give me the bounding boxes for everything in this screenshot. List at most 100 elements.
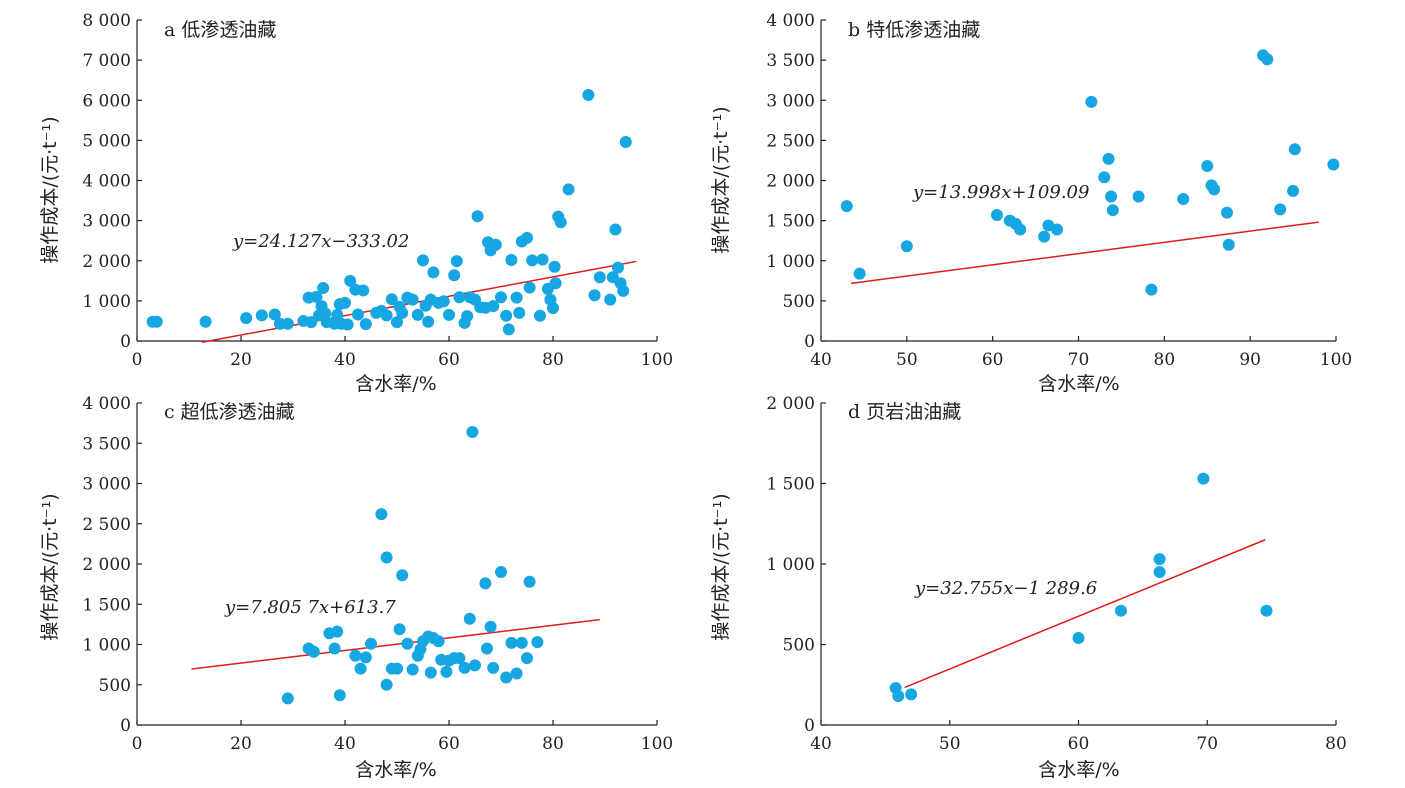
panel-a-data-point — [495, 291, 507, 304]
panel-a-data-point — [562, 183, 575, 196]
panel-c-data-point — [510, 667, 523, 680]
panel-c-trend-line — [191, 618, 600, 670]
panel-b-y-tick-label: 0 — [804, 332, 815, 352]
panel-b-y-tick-label: 2 500 — [766, 131, 815, 151]
panel-c-data-point — [365, 637, 377, 650]
panel-a-data-point — [305, 316, 318, 329]
panel-a-data-point — [526, 254, 539, 267]
panel-b-x-tick-label: 50 — [896, 350, 918, 370]
panel-b-data-point — [1051, 223, 1064, 236]
panel-a-data-point — [406, 293, 419, 306]
panel-a-data-point — [380, 309, 393, 322]
panel-a-data-point — [619, 135, 632, 148]
panel-d-marks: 0 500 1 000 1 500 2 000 40 50 60 70 80 — [766, 394, 1346, 754]
panel-d-y-tick-label: 1 000 — [766, 555, 815, 575]
panel-c-ultra-low-permeability: 0 500 1 000 1 500 2 000 2 500 3 000 3 500 4 000 0… — [39, 394, 673, 781]
panel-b-x-tick-label: 80 — [1154, 350, 1176, 370]
panel-a-data-point — [281, 317, 294, 330]
panel-c-data-point — [331, 625, 344, 638]
panel-b-data-point — [1098, 171, 1111, 184]
panel-b-data-point — [1177, 192, 1190, 205]
panel-a-x-axis-label: 含水率/% — [355, 373, 436, 395]
panel-a-data-point — [521, 231, 533, 244]
panel-b-x-axis-label: 含水率/% — [1038, 373, 1119, 395]
panel-b-x-tick-label: 60 — [982, 350, 1004, 370]
panel-c-data-point — [458, 661, 471, 674]
panel-c-data-point — [307, 645, 320, 658]
panel-b-data-point — [1102, 152, 1115, 165]
panel-b-title: b 特低渗透油藏 — [848, 19, 980, 41]
panel-a-data-point — [411, 308, 424, 321]
panel-d-y-tick-label: 500 — [783, 636, 815, 656]
panel-a-x-tick-label: 60 — [438, 350, 460, 370]
panel-c-data-point — [424, 666, 437, 679]
panel-a-data-point — [548, 260, 561, 273]
panel-a-low-permeability: 0 1 000 2 000 3 000 4 000 5 000 6 000 7 000 8 00… — [39, 11, 673, 395]
panel-d-title: d 页岩油油藏 — [848, 401, 961, 423]
panel-a-x-tick-label: 20 — [230, 350, 252, 370]
panel-b-data-point — [1222, 238, 1235, 251]
panel-c-data-point — [484, 620, 497, 633]
panel-c-y-tick-label: 1 000 — [82, 636, 131, 656]
panel-a-y-tick-label: 5 000 — [82, 131, 131, 151]
panel-b-x-tick-label: 90 — [1239, 350, 1261, 370]
panel-b-data-point — [1288, 143, 1301, 156]
panel-c-x-tick-label: 0 — [132, 734, 143, 754]
panel-d-data-point — [1197, 472, 1210, 485]
panel-c-data-point — [440, 665, 453, 678]
panel-d-equation: y=32.755x−1 289.6 — [914, 578, 1097, 599]
panel-b-data-point — [1287, 184, 1300, 197]
panel-c-data-point — [406, 663, 419, 676]
panel-c-y-tick-label: 0 — [120, 716, 131, 736]
panel-b-y-tick-label: 3 500 — [766, 51, 815, 71]
panel-d-data-point — [1153, 553, 1166, 566]
panel-a-y-tick-label: 3 000 — [82, 212, 131, 232]
panel-a-y-tick-label: 8 000 — [82, 11, 131, 31]
panel-a-data-point — [510, 291, 523, 304]
panel-a-data-point — [352, 308, 364, 321]
panel-d-trend-line — [904, 539, 1266, 689]
panel-c-data-point — [531, 636, 544, 649]
panel-a-data-point — [450, 255, 463, 268]
panel-a-trend-line — [201, 260, 637, 343]
panel-a-data-point — [461, 310, 474, 323]
panel-a-data-point — [448, 269, 461, 282]
panel-b-data-point — [1220, 206, 1233, 219]
panel-a-data-point — [427, 266, 440, 279]
panel-b-data-point — [1014, 223, 1027, 236]
panel-c-data-point — [380, 551, 393, 564]
panel-a-data-point — [487, 300, 500, 313]
panel-a-data-point — [612, 261, 624, 274]
panel-a-data-point — [344, 274, 357, 287]
panel-c-y-tick-label: 3 500 — [82, 434, 131, 454]
panel-a-data-point — [549, 277, 562, 290]
panel-d-y-tick-label: 0 — [804, 716, 815, 736]
panel-c-data-point — [393, 623, 406, 636]
panel-d-x-tick-label: 60 — [1068, 734, 1090, 754]
panel-c-data-point — [380, 678, 393, 691]
panel-b-equation: y=13.998x+109.09 — [912, 182, 1089, 203]
panel-c-x-tick-label: 40 — [334, 734, 356, 754]
panel-a-data-point — [339, 296, 351, 309]
panel-b-data-point — [1145, 283, 1158, 296]
panel-c-x-axis-label: 含水率/% — [355, 759, 436, 781]
panel-c-data-point — [466, 425, 479, 438]
panel-a-data-point — [534, 309, 546, 322]
panel-d-x-tick-label: 70 — [1196, 734, 1218, 754]
panel-b-data-point — [1106, 204, 1119, 217]
panel-a-data-point — [593, 271, 606, 284]
panel-c-data-point — [521, 652, 533, 665]
panel-a-data-point — [396, 306, 409, 319]
panel-c-x-tick-label: 20 — [230, 734, 252, 754]
panel-a-y-axis-label: 操作成本/(元·t⁻¹) — [39, 116, 61, 263]
panel-a-y-tick-label: 4 000 — [82, 172, 131, 192]
panel-a-data-point — [453, 291, 466, 304]
panel-a-data-point — [536, 253, 549, 266]
panel-c-y-tick-label: 1 500 — [82, 595, 131, 615]
panel-a-data-point — [443, 308, 455, 321]
panel-a-data-point — [588, 289, 601, 302]
panel-a-y-tick-label: 6 000 — [82, 91, 131, 111]
panel-c-data-point — [281, 692, 294, 705]
panel-b-data-point — [900, 240, 913, 253]
panel-c-data-point — [359, 651, 372, 664]
